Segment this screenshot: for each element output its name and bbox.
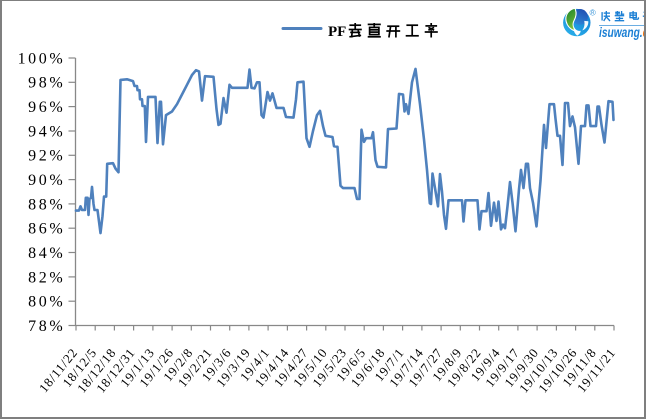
svg-text:®: ® — [590, 8, 597, 18]
svg-text:88%: 88% — [28, 196, 65, 213]
svg-text:90%: 90% — [28, 172, 65, 189]
svg-text:84%: 84% — [28, 245, 65, 262]
svg-text:86%: 86% — [28, 221, 65, 238]
svg-text:isuwang.co: isuwang.co — [599, 24, 646, 40]
svg-text:92%: 92% — [28, 148, 65, 165]
svg-text:96%: 96% — [28, 99, 65, 116]
svg-text:100%: 100% — [18, 50, 66, 67]
svg-text:82%: 82% — [28, 269, 65, 286]
svg-text:PF: PF — [328, 24, 346, 40]
svg-text:80%: 80% — [28, 294, 65, 311]
svg-text:98%: 98% — [28, 75, 65, 92]
svg-text:78%: 78% — [28, 318, 65, 335]
svg-text:94%: 94% — [28, 123, 65, 140]
